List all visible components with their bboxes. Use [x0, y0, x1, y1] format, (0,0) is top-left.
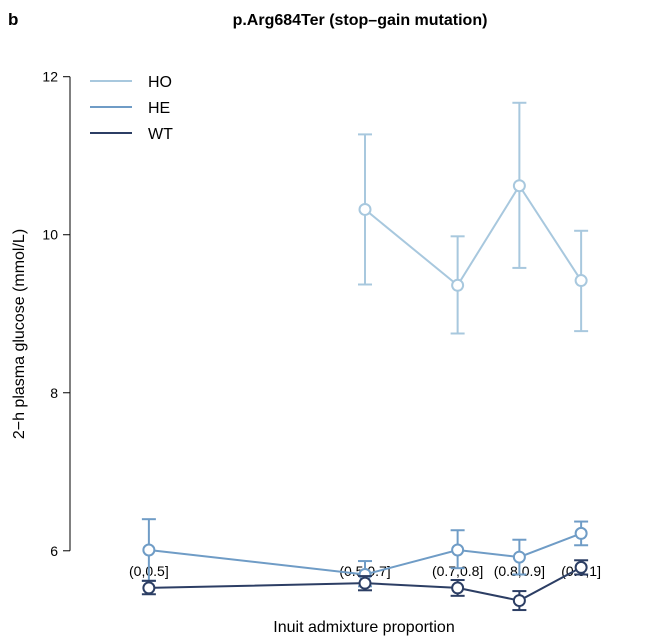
data-point	[358, 202, 372, 216]
series-he	[141, 518, 589, 588]
chart-title: p.Arg684Ter (stop–gain mutation)	[233, 12, 488, 29]
data-point	[142, 543, 156, 557]
panel-label: b	[8, 10, 18, 29]
data-point	[512, 550, 526, 564]
plot-area	[141, 101, 589, 612]
data-point	[512, 594, 526, 608]
data-point	[451, 543, 465, 557]
y-tick-label: 8	[50, 385, 58, 401]
data-point	[142, 581, 156, 595]
legend: HO HE WT	[90, 74, 173, 143]
data-point	[574, 560, 588, 574]
data-point	[512, 179, 526, 193]
data-point	[358, 576, 372, 590]
legend-label-wt: WT	[148, 126, 173, 143]
y-tick-label: 6	[50, 543, 58, 559]
x-axis-label: Inuit admixture proportion	[273, 619, 454, 636]
y-axis-label: 2−h plasma glucose (mmol/L)	[11, 229, 28, 439]
data-point	[574, 274, 588, 288]
y-tick-label: 12	[42, 69, 58, 85]
data-point	[574, 526, 588, 540]
x-tick-label: (0.7,0.8]	[432, 563, 483, 579]
legend-label-ho: HO	[148, 74, 172, 91]
series-wt	[141, 559, 589, 612]
data-point	[451, 278, 465, 292]
legend-label-he: HE	[148, 100, 170, 117]
y-axis: 6 8 10 12	[42, 69, 71, 559]
data-point	[451, 581, 465, 595]
series-ho	[358, 101, 589, 335]
series-line-ho	[364, 183, 582, 287]
y-tick-label: 10	[42, 227, 58, 243]
